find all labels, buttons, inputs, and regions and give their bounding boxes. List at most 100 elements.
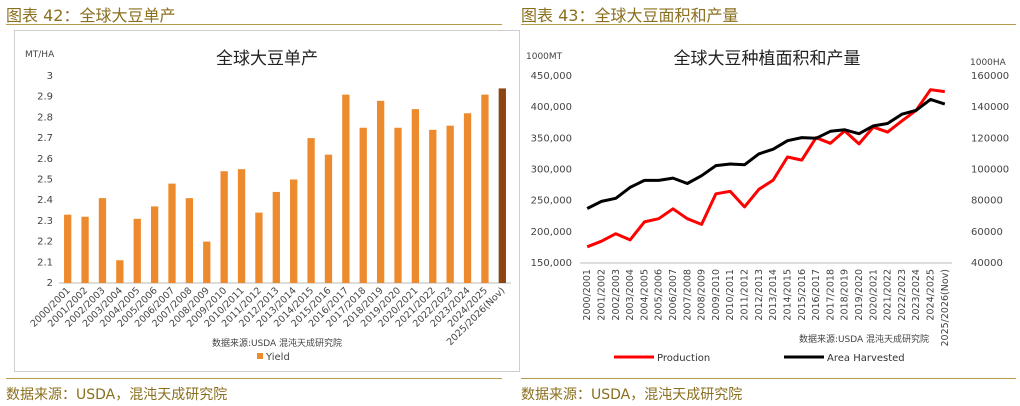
- yield-bar: [307, 138, 315, 283]
- right-tick-label: 120000: [971, 133, 1009, 144]
- x-tick-label: 2008/2009: [697, 269, 708, 321]
- x-tick-label: 2012/2013: [754, 269, 765, 321]
- left-axis-unit-label: 1000MT: [526, 52, 563, 62]
- yield-bar: [463, 113, 472, 283]
- chart-title: 全球大豆种植面积和产量: [674, 49, 861, 69]
- x-tick-label: 2017/2018: [825, 269, 836, 321]
- y-tick-label: 2.5: [37, 175, 53, 186]
- right-footer-rule: [521, 378, 1016, 379]
- x-tick-label: 2009/2010: [711, 269, 722, 321]
- left-tick-label: 350,000: [531, 133, 572, 144]
- y-tick-label: 2.6: [37, 154, 53, 165]
- yield-bar: [203, 241, 211, 283]
- yield-bar: [81, 216, 89, 283]
- chart-title: 全球大豆单产: [216, 49, 318, 69]
- yield-bar: [185, 198, 194, 283]
- yield-bar: [64, 214, 72, 283]
- y-axis-unit-label: MT/HA: [25, 50, 55, 60]
- right-tick-label: 40000: [971, 258, 1003, 269]
- y-tick-label: 2.3: [37, 216, 53, 227]
- x-tick-label: 2018/2019: [840, 269, 851, 321]
- x-tick-label: 2014/2015: [782, 269, 793, 321]
- right-tick-label: 140000: [971, 102, 1009, 113]
- right-tick-label: 160000: [971, 71, 1009, 82]
- x-tick-label: 2007/2008: [682, 269, 693, 321]
- yield-bar: [324, 154, 333, 283]
- yield-bar: [342, 94, 350, 283]
- area-production-line-chart: 全球大豆种植面积和产量 1000MT 1000HA 150,000 200,000 250…: [526, 49, 1009, 364]
- x-tick-label: 2013/2014: [768, 269, 779, 321]
- x-tick-label: 2025/2026(Nov): [940, 269, 951, 347]
- yield-bar: [116, 260, 124, 283]
- x-tick-label: 2006/2007: [668, 269, 679, 321]
- right-figure-source: 数据来源：USDA，混沌天成研究院: [521, 387, 743, 403]
- production-line: [586, 88, 945, 249]
- chart-source-note: 数据来源:USDA 混沌天成研究院: [799, 333, 929, 345]
- left-tick-label: 450,000: [531, 71, 572, 82]
- right-tick-label: 100000: [971, 165, 1009, 176]
- left-tick-label: 200,000: [531, 227, 572, 238]
- left-tick-label: 250,000: [531, 196, 572, 207]
- y-tick-label: 2.7: [37, 133, 53, 144]
- left-figure-caption: 图表 42：全球大豆单产: [6, 6, 176, 25]
- y-tick-label: 2: [47, 278, 53, 289]
- yield-chart-panel: 全球大豆单产 MT/HA 2 2.1 2.2 2.3 2.4 2.5 2.6 2.7 2.8 2.9 3…: [14, 30, 520, 372]
- x-tick-label: 2002/2003: [611, 269, 622, 321]
- yield-bar: [498, 88, 506, 283]
- legend-area-label: Area Harvested: [827, 353, 905, 364]
- yield-bar: [220, 171, 228, 283]
- x-tick-label: 2004/2005: [639, 269, 650, 321]
- right-figure-caption: 图表 43：全球大豆面积和产量: [521, 6, 739, 25]
- yield-bar: [272, 191, 280, 283]
- y-tick-label: 2.9: [37, 92, 53, 103]
- legend-production-label: Production: [657, 353, 710, 364]
- y-tick-label: 3: [47, 71, 53, 82]
- y-tick-label: 2.4: [37, 195, 53, 206]
- yield-bar: [446, 125, 454, 284]
- left-tick-label: 150,000: [531, 258, 572, 269]
- x-tick-label: 2015/2016: [797, 269, 808, 321]
- right-axis-unit-label: 1000HA: [970, 58, 1007, 68]
- yield-bar: [394, 127, 402, 283]
- x-tick-label: 2000/2001: [582, 269, 593, 321]
- x-tick-label: 2019/2020: [854, 269, 865, 321]
- x-tick-label: 2016/2017: [811, 269, 822, 321]
- x-tick-label: 2020/2021: [868, 269, 879, 321]
- x-tick-label: 2011/2012: [740, 269, 751, 321]
- yield-bar: [255, 212, 263, 283]
- right-tick-label: 60000: [971, 227, 1003, 238]
- x-tick-label: 2024/2025: [926, 269, 937, 321]
- left-caption-rule: [6, 24, 502, 25]
- legend-yield-swatch: [257, 353, 263, 359]
- yield-bar: [376, 100, 385, 283]
- chart-source-note: 数据来源:USDA 混沌天成研究院: [212, 337, 342, 349]
- yield-bar: [237, 169, 246, 283]
- yield-bar: [98, 198, 107, 283]
- yield-bar: [150, 206, 159, 283]
- x-tick-label: 2021/2022: [883, 269, 894, 321]
- x-tick-label: 2003/2004: [625, 269, 636, 321]
- right-tick-label: 80000: [971, 196, 1003, 207]
- left-tick-label: 400,000: [531, 102, 572, 113]
- left-footer-rule: [6, 378, 502, 379]
- y-tick-label: 2.8: [37, 112, 53, 123]
- yield-bar: [481, 94, 489, 283]
- x-tick-label: 2010/2011: [725, 269, 736, 321]
- x-tick-label: 2005/2006: [654, 269, 665, 321]
- y-tick-label: 2.1: [37, 257, 53, 268]
- yield-bar: [168, 183, 176, 283]
- yield-bar: [411, 109, 420, 284]
- right-caption-rule: [521, 24, 1016, 25]
- yield-bar: [359, 127, 367, 283]
- x-tick-label: 2022/2023: [897, 269, 908, 321]
- left-figure-source: 数据来源：USDA，混沌天成研究院: [6, 387, 228, 403]
- area-harvested-line: [586, 97, 946, 210]
- legend-yield-label: Yield: [265, 352, 290, 363]
- y-tick-label: 2.2: [37, 237, 53, 248]
- x-tick-label: 2001/2002: [596, 269, 607, 321]
- x-tick-label: 2023/2024: [911, 269, 922, 321]
- yield-bar: [133, 218, 141, 283]
- yield-bar-chart: 全球大豆单产 MT/HA 2 2.1 2.2 2.3 2.4 2.5 2.6 2.7 2.8 2.9 3…: [25, 49, 511, 363]
- left-tick-label: 300,000: [531, 165, 572, 176]
- area-production-chart-panel: 全球大豆种植面积和产量 1000MT 1000HA 150,000 200,000 250…: [521, 30, 1018, 372]
